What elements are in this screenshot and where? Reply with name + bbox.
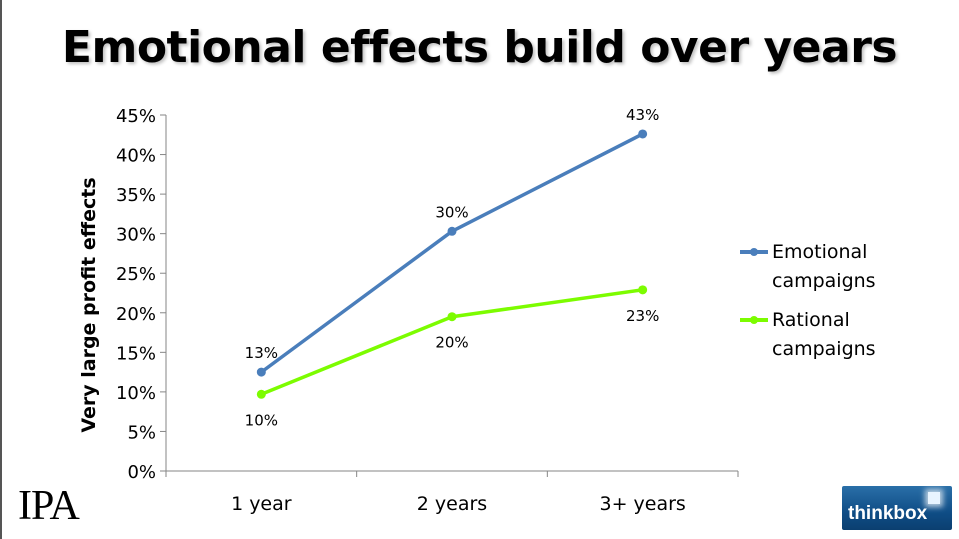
y-tick-label: 15% <box>116 343 156 364</box>
thinkbox-logo-mark <box>928 492 940 504</box>
y-tick-label: 10% <box>116 383 156 404</box>
data-label: 30% <box>435 203 468 221</box>
data-label: 13% <box>245 344 278 362</box>
legend-label: Rational campaigns <box>772 309 876 360</box>
data-point <box>256 367 266 377</box>
data-label: 23% <box>626 307 659 325</box>
data-point <box>256 389 266 399</box>
y-tick-label: 30% <box>116 225 156 246</box>
ipa-logo: IPA <box>18 483 80 529</box>
x-tick-label: 3+ years <box>599 493 685 515</box>
y-tick-label: 35% <box>116 185 156 206</box>
legend-item: Rational campaigns <box>740 306 876 364</box>
data-label: 43% <box>626 106 659 124</box>
slide-title: Emotional effects build over years <box>61 22 898 73</box>
y-tick-label: 20% <box>116 304 156 325</box>
y-tick-label: 45% <box>116 106 156 127</box>
x-tick-label: 2 years <box>417 493 487 515</box>
data-point <box>447 226 457 236</box>
data-label: 10% <box>245 411 278 429</box>
legend-swatch <box>740 248 768 256</box>
legend-label: Emotional campaigns <box>772 241 876 292</box>
data-label: 20% <box>435 334 468 352</box>
legend-swatch <box>740 316 768 324</box>
data-point <box>447 312 457 322</box>
data-point <box>638 285 648 295</box>
chart-legend: Emotional campaigns Rational campaigns <box>740 238 876 374</box>
y-axis-label: Very large profit effects <box>78 177 100 432</box>
y-tick-label: 25% <box>116 264 156 285</box>
x-tick-label: 1 year <box>231 493 292 515</box>
y-tick-label: 0% <box>127 462 156 483</box>
legend-item: Emotional campaigns <box>740 238 876 296</box>
y-tick-label: 5% <box>127 422 156 443</box>
data-point <box>638 129 648 139</box>
y-tick-label: 40% <box>116 146 156 167</box>
thinkbox-logo-text: thinkbox <box>848 503 928 524</box>
slide-left-border <box>0 0 2 539</box>
thinkbox-logo: thinkbox <box>842 486 952 530</box>
